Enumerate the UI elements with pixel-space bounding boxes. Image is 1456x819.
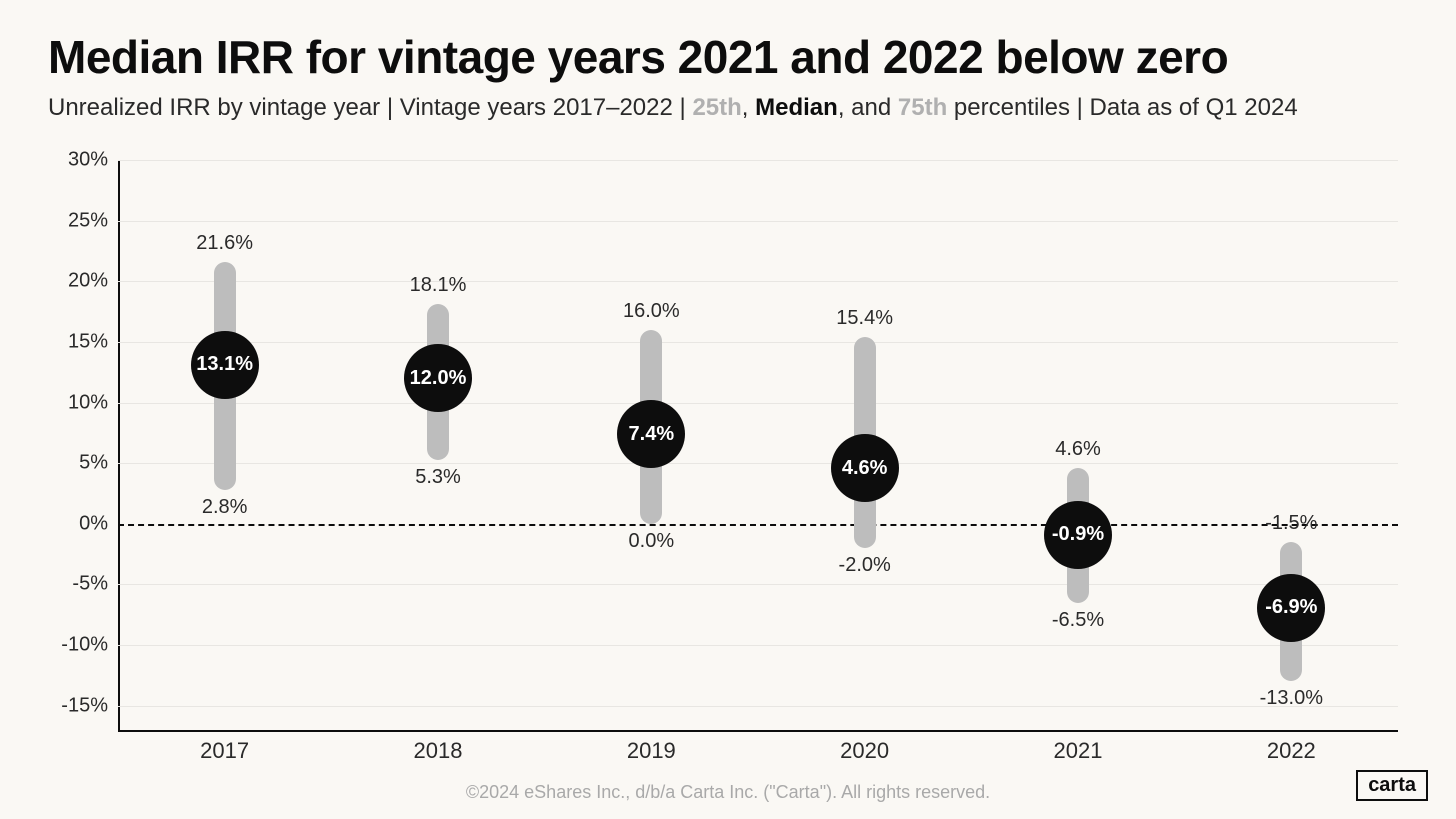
median-dot: 13.1%	[191, 331, 259, 399]
gridline	[118, 645, 1398, 646]
median-dot: 12.0%	[404, 344, 472, 412]
p25-label: 0.0%	[629, 530, 675, 553]
subtitle-part4: Data as of Q1 2024	[1090, 94, 1298, 121]
p75-label: 18.1%	[410, 274, 467, 297]
p25-label: 5.3%	[415, 466, 461, 489]
x-tick-label: 2017	[200, 738, 249, 764]
y-tick-label: -5%	[48, 573, 108, 596]
gridline	[118, 706, 1398, 707]
p25-label: -2.0%	[839, 554, 891, 577]
x-tick-label: 2021	[1054, 738, 1103, 764]
gridline	[118, 403, 1398, 404]
subtitle-p75: 75th	[898, 94, 947, 121]
y-tick-label: -15%	[48, 694, 108, 717]
median-dot: -0.9%	[1044, 501, 1112, 569]
y-tick-label: 10%	[48, 391, 108, 414]
median-dot: 7.4%	[617, 400, 685, 468]
y-tick-label: 15%	[48, 330, 108, 353]
gridline	[118, 584, 1398, 585]
gridline	[118, 463, 1398, 464]
subtitle-percentiles: percentiles	[947, 94, 1070, 121]
zero-line	[118, 524, 1398, 526]
p75-label: 4.6%	[1055, 438, 1101, 461]
y-tick-label: 20%	[48, 270, 108, 293]
gridline	[118, 221, 1398, 222]
subtitle-median: Median	[755, 94, 838, 121]
median-dot: -6.9%	[1257, 574, 1325, 642]
x-tick-label: 2020	[840, 738, 889, 764]
subtitle-p25: 25th	[692, 94, 741, 121]
subtitle-part1: Unrealized IRR by vintage year	[48, 94, 380, 121]
x-axis	[118, 730, 1398, 732]
gridline	[118, 160, 1398, 161]
p25-label: 2.8%	[202, 496, 248, 519]
y-tick-label: 30%	[48, 149, 108, 172]
x-tick-label: 2019	[627, 738, 676, 764]
subtitle-sep: |	[387, 94, 400, 121]
y-tick-label: -10%	[48, 634, 108, 657]
irr-chart: 30% 25% 20% 15% 10% 5% 0% -5% -10% -15% 21.6% 2.8% 1…	[48, 150, 1408, 770]
chart-title: Median IRR for vintage years 2021 and 20…	[48, 30, 1408, 84]
median-dot: 4.6%	[831, 434, 899, 502]
gridline	[118, 342, 1398, 343]
carta-logo: carta	[1356, 770, 1428, 801]
y-tick-label: 0%	[48, 512, 108, 535]
p75-label: 21.6%	[196, 232, 253, 255]
subtitle-sep: |	[1077, 94, 1090, 121]
p25-label: -13.0%	[1260, 687, 1323, 710]
p75-label: 16.0%	[623, 300, 680, 323]
p75-label: 15.4%	[836, 307, 893, 330]
y-tick-label: 5%	[48, 452, 108, 475]
x-tick-label: 2022	[1267, 738, 1316, 764]
subtitle-sep: |	[680, 94, 693, 121]
chart-subtitle: Unrealized IRR by vintage year | Vintage…	[48, 94, 1408, 122]
footer-credit: ©2024 eShares Inc., d/b/a Carta Inc. ("C…	[0, 782, 1456, 803]
x-tick-label: 2018	[414, 738, 463, 764]
subtitle-part2: Vintage years 2017–2022	[400, 94, 673, 121]
y-tick-label: 25%	[48, 209, 108, 232]
p25-label: -6.5%	[1052, 609, 1104, 632]
gridline	[118, 281, 1398, 282]
p75-label: -1.5%	[1265, 512, 1317, 535]
